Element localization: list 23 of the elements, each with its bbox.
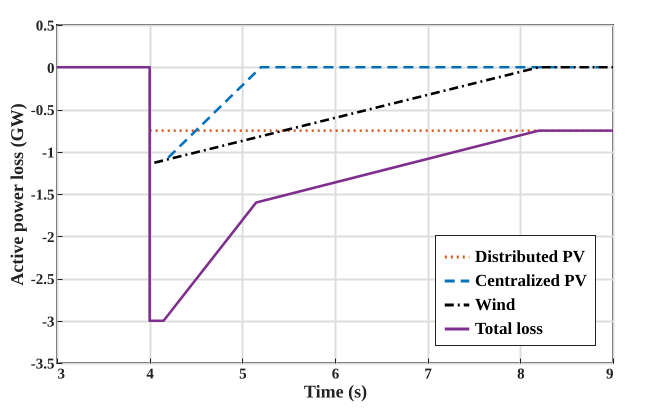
y-tick-label: 0 [47,60,54,77]
y-axis-title: Active power loss (GW) [6,103,27,286]
x-tick-label: 4 [146,366,154,382]
legend-label: Total loss [475,319,544,338]
y-tick-label: -2 [42,230,54,246]
y-tick-label: -3 [42,314,54,330]
y-tick-label: -1.5 [30,188,54,204]
y-tick-label: -3.5 [30,356,54,372]
x-tick-label: 8 [517,366,525,382]
x-tick-label: 9 [606,366,614,382]
x-tick-label: 6 [332,366,340,382]
legend-label: Centralized PV [475,271,588,290]
legend-label: Distributed PV [475,247,586,266]
legend-label: Wind [475,295,516,314]
x-axis-title: Time (s) [304,382,368,402]
y-tick-label: -1 [42,145,54,162]
y-tick-label: -2.5 [30,272,54,288]
y-tick-label: 0.5 [36,18,54,34]
x-tick-label: 7 [424,366,432,382]
line-series [57,66,613,322]
y-tick-label: -0.5 [30,103,54,119]
x-tick-label: 3 [58,366,65,382]
x-tick-label: 5 [239,366,247,382]
